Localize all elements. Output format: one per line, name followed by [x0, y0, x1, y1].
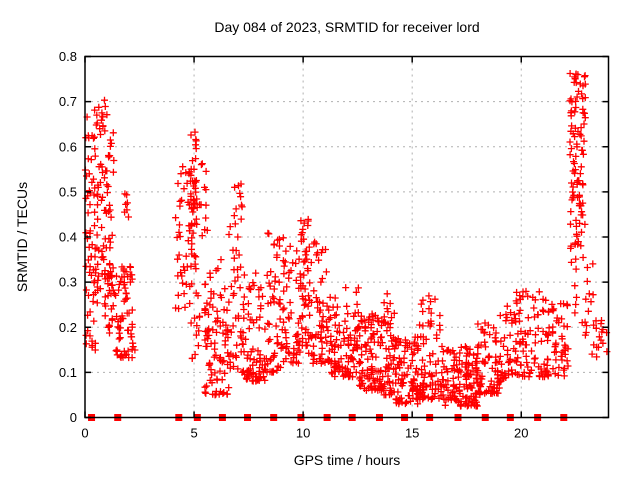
x-tick-label: 20 [514, 426, 528, 441]
x-tick-label: 15 [405, 426, 419, 441]
y-tick-label: 0.5 [59, 184, 77, 199]
x-tick-label: 10 [296, 426, 310, 441]
y-tick-label: 0.2 [59, 320, 77, 335]
y-tick-label: 0.6 [59, 139, 77, 154]
x-tick-label: 0 [81, 426, 88, 441]
y-tick-label: 0.8 [59, 49, 77, 64]
y-tick-label: 0 [70, 410, 77, 425]
chart-title: Day 084 of 2023, SRMTID for receiver lor… [214, 19, 480, 35]
y-tick-label: 0.1 [59, 365, 77, 380]
x-tick-label: 5 [190, 426, 197, 441]
x-axis-label: GPS time / hours [293, 452, 401, 468]
y-tick-label: 0.4 [59, 230, 77, 245]
y-tick-label: 0.3 [59, 275, 77, 290]
y-tick-label: 0.7 [59, 94, 77, 109]
